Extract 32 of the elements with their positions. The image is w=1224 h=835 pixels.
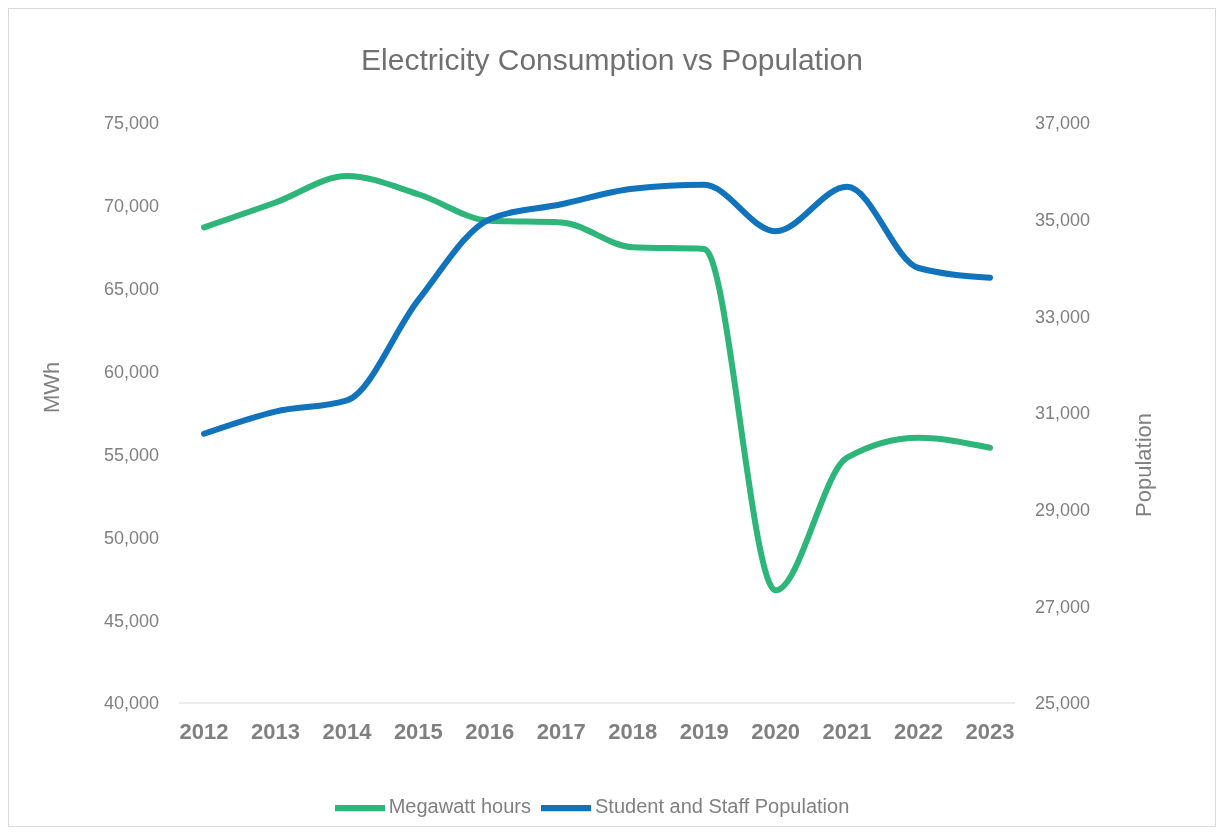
x-tick-label: 2021 [822,718,872,744]
x-tick-label: 2023 [965,718,1015,744]
y-tick-label: 50,000 [103,527,159,548]
x-tick-label: 2013 [250,718,300,744]
x-tick-label: 2018 [608,718,658,744]
y-tick-label: 75,000 [103,113,159,134]
y-tick-label: 65,000 [103,279,159,300]
x-tick-label: 2015 [393,718,443,744]
y2-tick-label: 25,000 [1035,693,1091,714]
x-tick-label: 2016 [465,718,515,744]
x-tick-label: 2014 [322,718,373,744]
x-tick-label: 2022 [894,718,944,744]
legend-label: Megawatt hours [388,795,531,818]
y2-tick-label: 29,000 [1035,500,1091,521]
x-tick-label: 2012 [179,718,229,744]
y2-tick-label: 35,000 [1035,210,1091,231]
y-tick-label: 40,000 [103,693,159,714]
y-tick-label: 70,000 [103,196,159,217]
x-tick-label: 2017 [536,718,586,744]
y2-tick-label: 37,000 [1035,113,1091,134]
y-tick-label: 55,000 [103,444,159,465]
y2-tick-label: 33,000 [1035,306,1091,327]
y-tick-label: 60,000 [103,361,159,382]
y2-tick-label: 27,000 [1035,596,1091,617]
y-axis-title: MWh [38,361,64,413]
y2-tick-label: 31,000 [1035,403,1091,424]
y-tick-label: 45,000 [103,610,159,631]
legend-label: Student and Staff Population [595,795,850,818]
x-tick-label: 2020 [751,718,801,744]
x-tick-label: 2019 [679,718,729,744]
y2-axis-title: Population [1130,413,1156,517]
chart-title: Electricity Consumption vs Population [360,43,864,78]
